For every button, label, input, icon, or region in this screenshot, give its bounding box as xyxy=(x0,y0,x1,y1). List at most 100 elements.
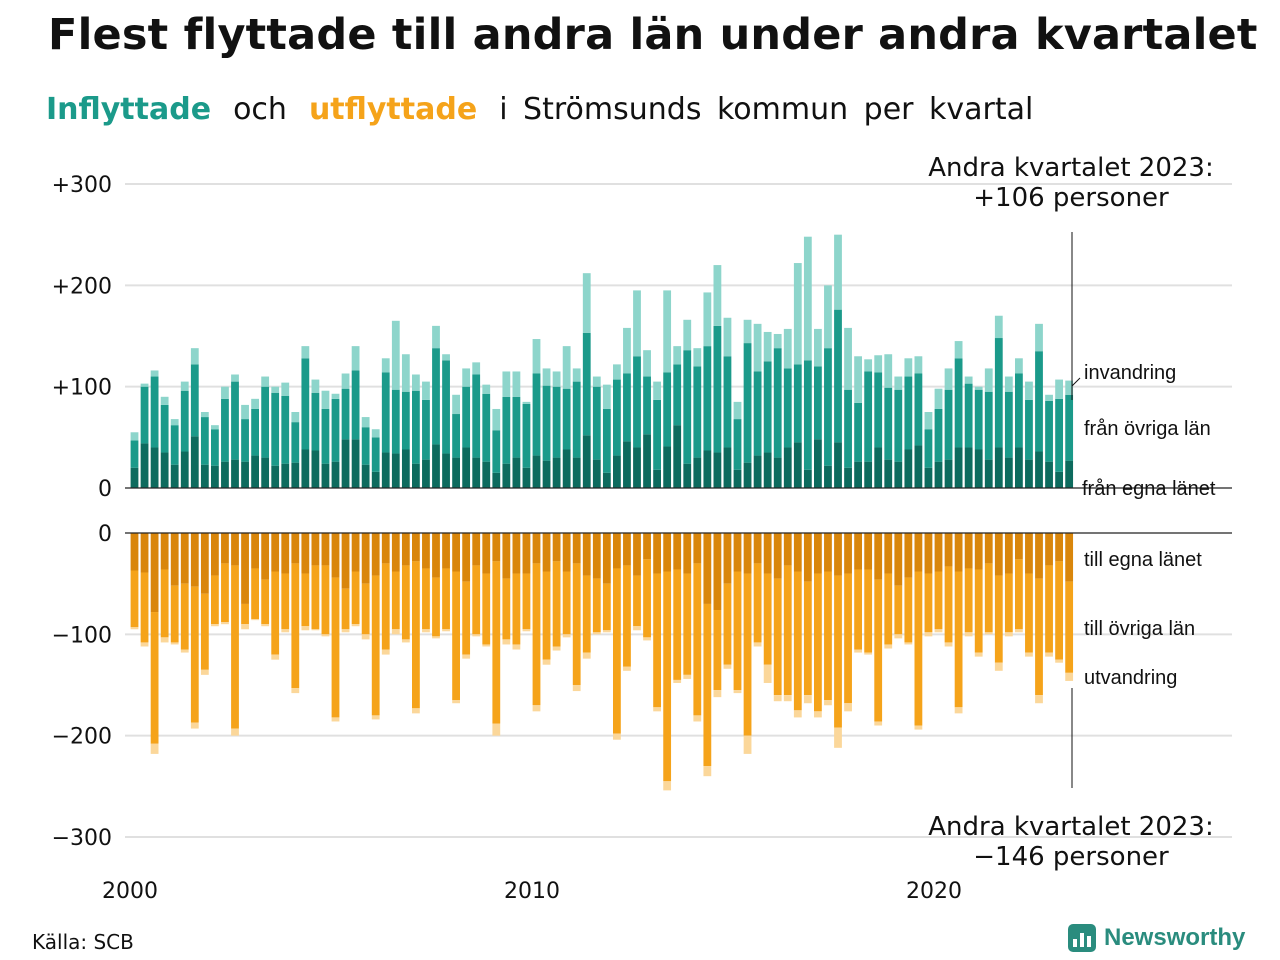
bar-out-own xyxy=(482,533,491,574)
migration-chart: +300 +200 +100 0 0 −100 −200 −300 2000 2010 2020 An… xyxy=(52,153,1232,904)
bar-out-own xyxy=(281,533,290,574)
bar-in-other xyxy=(391,389,400,454)
bar-out-emigration xyxy=(602,630,611,633)
bar-out-own xyxy=(512,533,521,574)
bar-out-emigration xyxy=(130,627,139,630)
bar-out-own xyxy=(663,533,672,572)
bar-in-other xyxy=(341,388,350,440)
bar-out-other xyxy=(1065,581,1074,673)
bar-in-other xyxy=(613,379,621,456)
bar-in-immigration xyxy=(381,358,390,373)
bar-out-emigration xyxy=(281,629,290,633)
bar-in-other xyxy=(1035,351,1043,452)
bar-out-own xyxy=(1065,533,1074,582)
bar-out-emigration xyxy=(673,679,682,683)
bar-in-immigration xyxy=(211,425,219,430)
bar-in-own xyxy=(271,465,280,488)
bar-out-emigration xyxy=(381,649,390,655)
bar-in-other xyxy=(954,358,963,448)
bar-out-other xyxy=(602,583,611,631)
bar-in-other xyxy=(422,399,430,460)
bar-in-immigration xyxy=(783,328,792,369)
bar-out-other xyxy=(301,573,310,627)
bar-in-other xyxy=(713,325,722,453)
bar-in-immigration xyxy=(351,346,360,371)
bar-in-own xyxy=(522,467,531,488)
bar-in-own xyxy=(452,457,460,488)
bar-out-other xyxy=(572,563,581,685)
bar-in-other xyxy=(773,348,782,458)
bar-in-immigration xyxy=(572,368,581,382)
bar-out-emigration xyxy=(492,723,501,736)
bar-out-emigration xyxy=(241,624,249,630)
bar-in-immigration xyxy=(954,341,963,359)
bar-in-own xyxy=(562,449,571,488)
bar-in-own xyxy=(703,450,712,488)
bar-out-own xyxy=(763,533,772,574)
bar-in-immigration xyxy=(673,346,682,365)
bar-out-own xyxy=(733,533,742,572)
bar-out-own xyxy=(934,533,943,572)
bar-in-immigration xyxy=(693,348,702,367)
bar-out-own xyxy=(271,533,280,572)
bar-in-own xyxy=(984,459,993,488)
bar-out-emigration xyxy=(512,644,521,650)
bar-in-own xyxy=(462,447,471,488)
bar-in-own xyxy=(753,455,762,488)
y-tick-label: −200 xyxy=(52,725,112,750)
bar-out-emigration xyxy=(1045,652,1053,657)
bar-out-other xyxy=(904,577,913,643)
bar-in-own xyxy=(140,443,149,488)
bar-out-emigration xyxy=(371,715,380,720)
bar-in-other xyxy=(321,408,330,464)
bar-out-emigration xyxy=(502,639,511,645)
bar-out-other xyxy=(492,561,501,724)
bar-out-other xyxy=(613,568,621,734)
bar-out-other xyxy=(653,573,661,708)
bar-in-own xyxy=(683,463,692,488)
bar-in-other xyxy=(844,389,852,468)
bar-in-immigration xyxy=(160,396,169,405)
bar-in-own xyxy=(834,442,842,488)
bar-in-other xyxy=(673,364,682,426)
bar-in-immigration xyxy=(1045,394,1053,401)
bar-out-other xyxy=(753,563,762,643)
bar-out-other xyxy=(713,610,722,691)
bar-in-own xyxy=(572,457,581,488)
bar-in-immigration xyxy=(190,348,199,365)
bar-out-emigration xyxy=(763,664,772,683)
bar-out-own xyxy=(653,533,661,574)
bar-in-own xyxy=(130,467,139,488)
bar-in-own xyxy=(904,449,913,488)
bar-out-own xyxy=(693,533,702,564)
bar-out-own xyxy=(412,533,420,562)
bar-in-own xyxy=(713,452,722,488)
bar-out-own xyxy=(452,533,460,572)
bar-in-other xyxy=(653,399,661,470)
bar-out-own xyxy=(572,533,581,564)
bar-in-immigration xyxy=(753,323,762,372)
bar-in-own xyxy=(693,457,702,488)
bar-out-emigration xyxy=(834,727,842,748)
bar-in-other xyxy=(864,371,873,462)
bar-out-emigration xyxy=(301,626,310,631)
bar-out-emigration xyxy=(291,688,300,694)
bar-in-other xyxy=(824,348,832,466)
bar-in-immigration xyxy=(562,346,571,389)
bar-out-own xyxy=(643,533,651,560)
bar-out-own xyxy=(683,533,692,574)
bar-in-own xyxy=(623,441,631,488)
bar-out-own xyxy=(824,533,832,572)
bar-in-other xyxy=(793,364,802,443)
bar-in-other xyxy=(442,360,450,454)
bar-out-other xyxy=(532,563,541,706)
annotation-bottom-line2: −146 personer xyxy=(973,842,1169,872)
bar-out-emigration xyxy=(261,624,270,627)
bar-out-emigration xyxy=(904,642,913,645)
bar-in-own xyxy=(1015,447,1023,488)
bar-in-immigration xyxy=(422,381,430,400)
bar-out-own xyxy=(170,533,179,586)
bar-in-other xyxy=(452,414,460,458)
bar-in-own xyxy=(341,439,350,488)
bar-in-other xyxy=(462,386,471,448)
